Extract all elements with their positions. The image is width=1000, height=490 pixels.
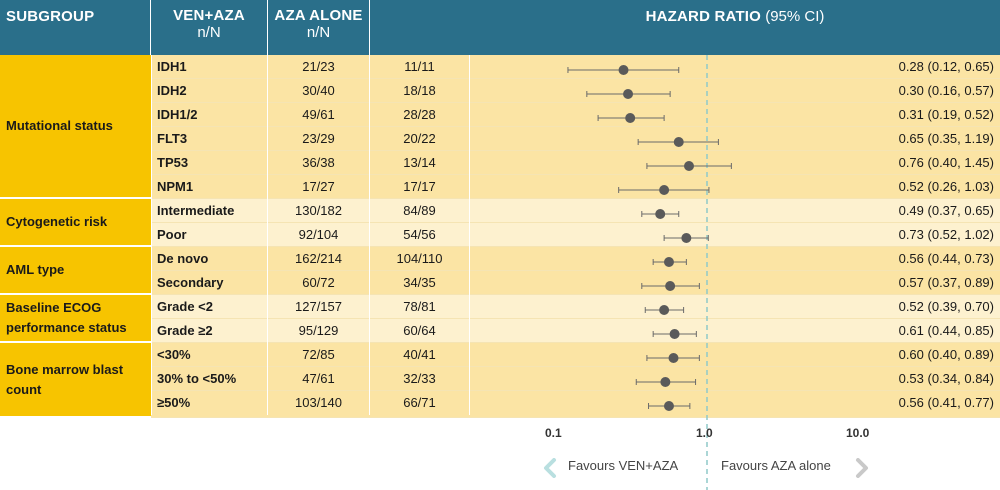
row-name: IDH2 [151, 79, 268, 103]
table-row: IDH1 21/23 11/11 0.28 (0.12, 0.65) [151, 55, 1000, 79]
row-name: IDH1/2 [151, 103, 268, 127]
row-hazard-ratio: 0.52 (0.39, 0.70) [898, 299, 994, 314]
row-hazard-ratio: 0.65 (0.35, 1.19) [898, 131, 994, 146]
row-aza-alone: 66/71 [370, 391, 470, 415]
chevron-right-icon [856, 458, 868, 478]
row-name: FLT3 [151, 127, 268, 151]
row-hazard-ratio: 0.53 (0.34, 0.84) [898, 371, 994, 386]
table-row: IDH1/2 49/61 28/28 0.31 (0.19, 0.52) [151, 103, 1000, 127]
hazard-ratio-title: HAZARD RATIO [645, 8, 762, 25]
row-hazard-ratio: 0.56 (0.44, 0.73) [898, 251, 994, 266]
row-ven-aza: 92/104 [268, 223, 370, 247]
row-hazard-ratio: 0.31 (0.19, 0.52) [898, 107, 994, 122]
row-name: Intermediate [151, 199, 268, 223]
row-name: ≥50% [151, 391, 268, 415]
table-row: Poor 92/104 54/56 0.73 (0.52, 1.02) [151, 223, 1000, 247]
chevron-left-icon [544, 458, 556, 478]
row-aza-alone: 40/41 [370, 343, 470, 367]
tick-label: 10.0 [846, 426, 870, 440]
table-row: <30% 72/85 40/41 0.60 (0.40, 0.89) [151, 343, 1000, 367]
row-hazard-ratio: 0.30 (0.16, 0.57) [898, 83, 994, 98]
header-subgroup: SUBGROUP [0, 0, 151, 55]
table-row: Intermediate 130/182 84/89 0.49 (0.37, 0… [151, 199, 1000, 223]
row-ven-aza: 47/61 [268, 367, 370, 391]
group-label: Mutational status [0, 55, 151, 199]
row-hazard-ratio: 0.28 (0.12, 0.65) [898, 59, 994, 74]
row-hazard-ratio: 0.76 (0.40, 1.45) [898, 155, 994, 170]
tick-label: 1.0 [696, 426, 713, 440]
row-name: TP53 [151, 151, 268, 175]
row-aza-alone: 11/11 [370, 55, 470, 79]
hazard-ratio-ci: (95% CI) [761, 8, 825, 25]
group-label: Baseline ECOG performance status [0, 295, 151, 343]
row-name: Grade <2 [151, 295, 268, 319]
row-ven-aza: 130/182 [268, 199, 370, 223]
row-hazard-ratio: 0.49 (0.37, 0.65) [898, 203, 994, 218]
row-ven-aza: 17/27 [268, 175, 370, 199]
row-aza-alone: 34/35 [370, 271, 470, 295]
table-row: Grade <2 127/157 78/81 0.52 (0.39, 0.70) [151, 295, 1000, 319]
table-row: Grade ≥2 95/129 60/64 0.61 (0.44, 0.85) [151, 319, 1000, 343]
row-hazard-ratio: 0.57 (0.37, 0.89) [898, 275, 994, 290]
favours-aza-alone-label: Favours AZA alone [721, 458, 831, 473]
row-name: IDH1 [151, 55, 268, 79]
row-ven-aza: 30/40 [268, 79, 370, 103]
row-name: 30% to <50% [151, 367, 268, 391]
row-aza-alone: 18/18 [370, 79, 470, 103]
table-row: ≥50% 103/140 66/71 0.56 (0.41, 0.77) [151, 391, 1000, 418]
ven-aza-subtitle: n/N [197, 24, 221, 41]
subgroup-title: SUBGROUP [6, 8, 95, 25]
group-label: Cytogenetic risk [0, 199, 151, 247]
row-hazard-ratio: 0.56 (0.41, 0.77) [898, 395, 994, 410]
row-ven-aza: 103/140 [268, 391, 370, 415]
row-ven-aza: 49/61 [268, 103, 370, 127]
tick-label: 0.1 [545, 426, 562, 440]
row-hazard-ratio: 0.52 (0.26, 1.03) [898, 179, 994, 194]
row-aza-alone: 17/17 [370, 175, 470, 199]
row-ven-aza: 127/157 [268, 295, 370, 319]
row-aza-alone: 104/110 [370, 247, 470, 271]
table-row: IDH2 30/40 18/18 0.30 (0.16, 0.57) [151, 79, 1000, 103]
row-name: Poor [151, 223, 268, 247]
row-aza-alone: 84/89 [370, 199, 470, 223]
row-name: NPM1 [151, 175, 268, 199]
row-ven-aza: 162/214 [268, 247, 370, 271]
row-aza-alone: 20/22 [370, 127, 470, 151]
row-name: Grade ≥2 [151, 319, 268, 343]
row-ven-aza: 72/85 [268, 343, 370, 367]
aza-alone-subtitle: n/N [306, 24, 331, 41]
row-aza-alone: 32/33 [370, 367, 470, 391]
table-row: De novo 162/214 104/110 0.56 (0.44, 0.73… [151, 247, 1000, 271]
favours-ven-aza-label: Favours VEN+AZA [568, 458, 679, 473]
row-hazard-ratio: 0.73 (0.52, 1.02) [898, 227, 994, 242]
row-aza-alone: 60/64 [370, 319, 470, 343]
header-hazard-ratio: HAZARD RATIO (95% CI) [470, 0, 1000, 55]
row-ven-aza: 21/23 [268, 55, 370, 79]
header-ven-aza: VEN+AZA n/N [151, 0, 268, 55]
row-ven-aza: 36/38 [268, 151, 370, 175]
table-header: SUBGROUP VEN+AZA n/N AZA ALONE n/N HAZAR… [0, 0, 1000, 55]
row-name: De novo [151, 247, 268, 271]
table-row: NPM1 17/27 17/17 0.52 (0.26, 1.03) [151, 175, 1000, 199]
row-aza-alone: 54/56 [370, 223, 470, 247]
group-label: AML type [0, 247, 151, 295]
aza-alone-title: AZA ALONE [274, 7, 363, 24]
row-aza-alone: 13/14 [370, 151, 470, 175]
row-name: <30% [151, 343, 268, 367]
table-row: FLT3 23/29 20/22 0.65 (0.35, 1.19) [151, 127, 1000, 151]
row-ven-aza: 95/129 [268, 319, 370, 343]
row-hazard-ratio: 0.60 (0.40, 0.89) [898, 347, 994, 362]
row-ven-aza: 60/72 [268, 271, 370, 295]
row-aza-alone: 28/28 [370, 103, 470, 127]
row-name: Secondary [151, 271, 268, 295]
table-row: 30% to <50% 47/61 32/33 0.53 (0.34, 0.84… [151, 367, 1000, 391]
header-aza-alone: AZA ALONE n/N [268, 0, 370, 55]
row-aza-alone: 78/81 [370, 295, 470, 319]
row-ven-aza: 23/29 [268, 127, 370, 151]
row-hazard-ratio: 0.61 (0.44, 0.85) [898, 323, 994, 338]
table-row: Secondary 60/72 34/35 0.57 (0.37, 0.89) [151, 271, 1000, 295]
table-row: TP53 36/38 13/14 0.76 (0.40, 1.45) [151, 151, 1000, 175]
group-label: Bone marrow blast count [0, 343, 151, 418]
ven-aza-title: VEN+AZA [173, 7, 245, 24]
